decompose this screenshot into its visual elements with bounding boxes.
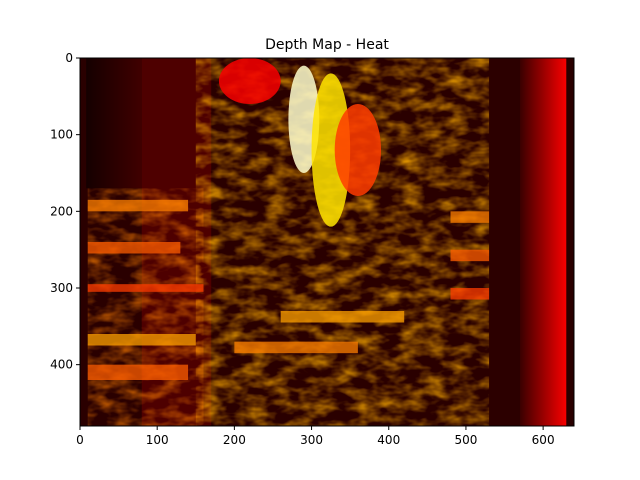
y-tick-label: 100 [50,128,73,142]
x-tick-label: 300 [300,433,323,447]
heat-band [87,199,189,212]
y-tick-label: 400 [50,358,73,372]
x-tick-label: 500 [454,433,477,447]
plot-frame [79,57,575,427]
texture-layer [87,188,204,426]
heatmap-image [80,58,574,426]
heat-region [489,58,520,426]
x-tick-label: 600 [532,433,555,447]
heat-band [280,311,405,323]
y-axis: 0 100 200 300 400 [50,51,80,372]
x-tick-label: 400 [377,433,400,447]
y-tick-label: 0 [65,51,73,65]
bright-streak [311,73,351,227]
heat-band [450,249,490,262]
bright-streak [334,104,382,196]
x-axis: 0 100 200 300 400 500 600 [76,426,555,447]
heat-band [87,284,204,292]
y-tick-label: 200 [50,204,73,218]
heat-band [234,341,358,354]
heat-region [86,58,142,189]
heat-band [450,288,490,300]
bright-streak [288,65,320,173]
y-tick-label: 300 [50,281,73,295]
x-tick-label: 200 [223,433,246,447]
heat-region [519,58,567,426]
heat-band [87,334,196,346]
x-tick-label: 0 [76,433,84,447]
heat-band [450,211,490,223]
x-tick-label: 100 [146,433,169,447]
heat-band [87,364,189,380]
heat-band [87,242,181,254]
chart-title: Depth Map - Heat [265,37,389,53]
bright-streak [218,58,281,104]
